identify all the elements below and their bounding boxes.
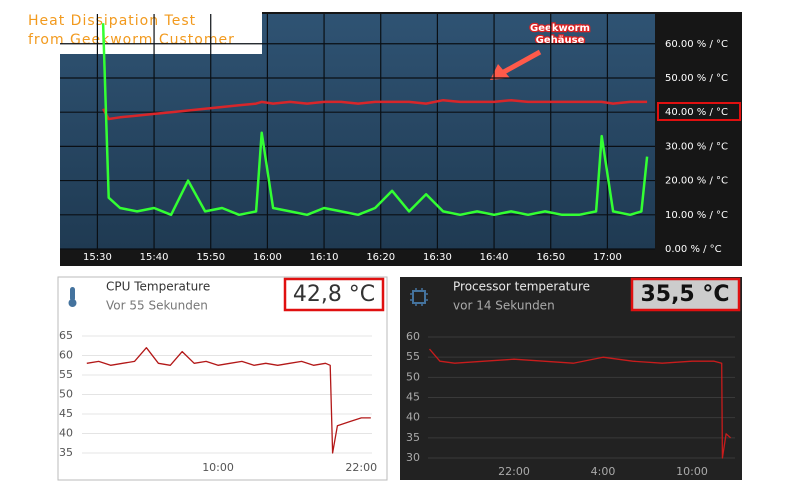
y-tick-label: 20.00 % / °C (665, 176, 728, 187)
title: Heat Dissipation Test (28, 13, 196, 29)
annotation: Geekworm (530, 23, 590, 34)
x-tick-label: 4:00 (591, 465, 616, 478)
x-tick-label: 15:30 (83, 252, 112, 263)
y-tick-label: 40.00 % / °C (665, 107, 728, 118)
card-subtitle: Vor 55 Sekunden (106, 299, 208, 313)
y-tick-label: 35 (406, 431, 420, 444)
x-tick-label: 15:50 (196, 252, 225, 263)
data-line (429, 348, 732, 459)
current-value: 42,8 °C (293, 282, 375, 307)
data-line (86, 347, 371, 454)
y-tick-label: 0.00 % / °C (665, 244, 722, 255)
x-tick-label: 17:00 (593, 252, 622, 263)
x-tick-label: 22:00 (345, 461, 377, 474)
y-tick-label: 45 (406, 391, 420, 404)
y-tick-label: 60.00 % / °C (665, 39, 728, 50)
thermometer-icon (68, 287, 77, 307)
x-tick-label: 16:50 (536, 252, 565, 263)
card-title: CPU Temperature (106, 280, 210, 294)
x-tick-label: 16:30 (423, 252, 452, 263)
y-tick-label: 50.00 % / °C (665, 73, 728, 84)
data-line (102, 98, 648, 121)
x-tick-label: 10:00 (676, 465, 708, 478)
title-box (14, 8, 262, 54)
x-tick-label: 16:00 (253, 252, 282, 263)
chip-icon (410, 288, 428, 306)
highlight-box (657, 102, 741, 121)
y-tick-label: 55 (406, 350, 420, 363)
y-tick-label: 60 (59, 349, 73, 362)
arrow-head (490, 64, 510, 80)
y-tick-label: 50 (406, 370, 420, 383)
current-value: 35,5 °C (640, 282, 729, 307)
y-tick-label: 30 (406, 451, 420, 464)
arrow (500, 49, 542, 76)
card-subtitle: vor 14 Sekunden (453, 299, 555, 313)
y-tick-label: 50 (59, 388, 73, 401)
x-tick-label: 16:20 (366, 252, 395, 263)
y-tick-label: 55 (59, 368, 73, 381)
y-tick-label: 40 (59, 427, 73, 440)
y-tick-label: 60 (406, 330, 420, 343)
y-tick-label: 30.00 % / °C (665, 141, 728, 152)
x-tick-label: 10:00 (202, 461, 234, 474)
y-tick-label: 65 (59, 329, 73, 342)
x-tick-label: 16:40 (480, 252, 509, 263)
x-tick-label: 16:10 (310, 252, 339, 263)
x-tick-label: 22:00 (498, 465, 530, 478)
highlight-box (630, 277, 741, 312)
y-tick-label: 40 (406, 411, 420, 424)
x-tick-label: 15:40 (140, 252, 169, 263)
y-tick-label: 45 (59, 407, 73, 420)
highlight-box (283, 277, 385, 312)
y-tick-label: 10.00 % / °C (665, 210, 728, 221)
y-tick-label: 35 (59, 446, 73, 459)
title: from Geekworm Customer (28, 32, 235, 48)
card-title: Processor temperature (453, 280, 590, 294)
data-line (101, 23, 649, 217)
